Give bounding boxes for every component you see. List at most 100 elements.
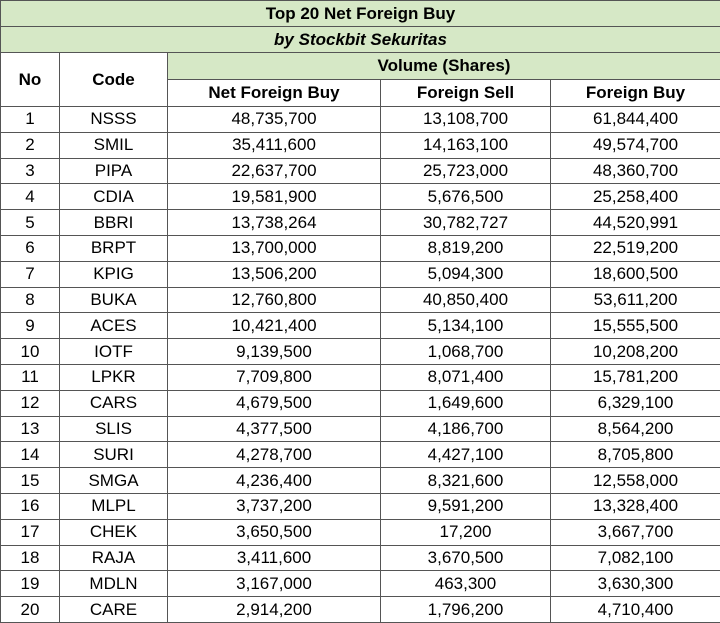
cell-no: 13 <box>1 416 60 442</box>
cell-no: 15 <box>1 468 60 494</box>
cell-foreign-buy: 44,520,991 <box>551 210 720 236</box>
cell-net-foreign-buy: 4,278,700 <box>168 442 381 468</box>
cell-foreign-sell: 1,068,700 <box>381 339 551 365</box>
cell-code: IOTF <box>60 339 168 365</box>
cell-code: BBRI <box>60 210 168 236</box>
cell-foreign-buy: 8,705,800 <box>551 442 720 468</box>
cell-foreign-sell: 13,108,700 <box>381 107 551 133</box>
cell-foreign-buy: 15,781,200 <box>551 364 720 390</box>
cell-no: 16 <box>1 493 60 519</box>
cell-foreign-sell: 30,782,727 <box>381 210 551 236</box>
cell-code: SURI <box>60 442 168 468</box>
cell-code: KPIG <box>60 261 168 287</box>
cell-foreign-buy: 48,360,700 <box>551 158 720 184</box>
cell-foreign-buy: 7,082,100 <box>551 545 720 571</box>
cell-net-foreign-buy: 12,760,800 <box>168 287 381 313</box>
cell-code: LPKR <box>60 364 168 390</box>
cell-net-foreign-buy: 3,411,600 <box>168 545 381 571</box>
cell-foreign-sell: 40,850,400 <box>381 287 551 313</box>
cell-foreign-buy: 3,630,300 <box>551 571 720 597</box>
cell-no: 3 <box>1 158 60 184</box>
header-no: No <box>1 53 60 107</box>
cell-foreign-buy: 15,555,500 <box>551 313 720 339</box>
cell-no: 6 <box>1 235 60 261</box>
cell-foreign-sell: 8,071,400 <box>381 364 551 390</box>
cell-code: BUKA <box>60 287 168 313</box>
cell-foreign-sell: 8,321,600 <box>381 468 551 494</box>
header-net-foreign-buy: Net Foreign Buy <box>168 80 381 107</box>
cell-foreign-sell: 463,300 <box>381 571 551 597</box>
cell-foreign-buy: 49,574,700 <box>551 132 720 158</box>
cell-no: 10 <box>1 339 60 365</box>
cell-net-foreign-buy: 3,737,200 <box>168 493 381 519</box>
cell-foreign-buy: 4,710,400 <box>551 597 720 623</box>
cell-code: NSSS <box>60 107 168 133</box>
cell-net-foreign-buy: 13,506,200 <box>168 261 381 287</box>
cell-code: RAJA <box>60 545 168 571</box>
cell-net-foreign-buy: 13,738,264 <box>168 210 381 236</box>
cell-code: PIPA <box>60 158 168 184</box>
cell-code: MDLN <box>60 571 168 597</box>
cell-foreign-buy: 12,558,000 <box>551 468 720 494</box>
cell-foreign-sell: 17,200 <box>381 519 551 545</box>
cell-no: 11 <box>1 364 60 390</box>
cell-net-foreign-buy: 35,411,600 <box>168 132 381 158</box>
cell-no: 20 <box>1 597 60 623</box>
cell-foreign-buy: 61,844,400 <box>551 107 720 133</box>
cell-foreign-sell: 4,186,700 <box>381 416 551 442</box>
header-volume-group: Volume (Shares) <box>168 53 720 80</box>
cell-net-foreign-buy: 9,139,500 <box>168 339 381 365</box>
cell-foreign-sell: 5,676,500 <box>381 184 551 210</box>
cell-foreign-buy: 13,328,400 <box>551 493 720 519</box>
cell-no: 1 <box>1 107 60 133</box>
cell-no: 9 <box>1 313 60 339</box>
cell-foreign-buy: 10,208,200 <box>551 339 720 365</box>
cell-net-foreign-buy: 2,914,200 <box>168 597 381 623</box>
cell-foreign-buy: 6,329,100 <box>551 390 720 416</box>
cell-foreign-buy: 22,519,200 <box>551 235 720 261</box>
cell-no: 4 <box>1 184 60 210</box>
cell-code: SMIL <box>60 132 168 158</box>
cell-foreign-buy: 3,667,700 <box>551 519 720 545</box>
header-foreign-sell: Foreign Sell <box>381 80 551 107</box>
cell-foreign-sell: 3,670,500 <box>381 545 551 571</box>
cell-foreign-sell: 1,649,600 <box>381 390 551 416</box>
cell-code: MLPL <box>60 493 168 519</box>
cell-net-foreign-buy: 4,377,500 <box>168 416 381 442</box>
cell-no: 7 <box>1 261 60 287</box>
cell-net-foreign-buy: 13,700,000 <box>168 235 381 261</box>
header-foreign-buy: Foreign Buy <box>551 80 720 107</box>
cell-no: 2 <box>1 132 60 158</box>
cell-net-foreign-buy: 4,679,500 <box>168 390 381 416</box>
header-code: Code <box>60 53 168 107</box>
cell-foreign-sell: 1,796,200 <box>381 597 551 623</box>
cell-code: CARE <box>60 597 168 623</box>
cell-net-foreign-buy: 10,421,400 <box>168 313 381 339</box>
cell-code: CHEK <box>60 519 168 545</box>
cell-code: ACES <box>60 313 168 339</box>
cell-foreign-buy: 25,258,400 <box>551 184 720 210</box>
cell-net-foreign-buy: 22,637,700 <box>168 158 381 184</box>
cell-net-foreign-buy: 7,709,800 <box>168 364 381 390</box>
cell-no: 18 <box>1 545 60 571</box>
cell-code: SMGA <box>60 468 168 494</box>
cell-foreign-sell: 14,163,100 <box>381 132 551 158</box>
cell-foreign-buy: 18,600,500 <box>551 261 720 287</box>
cell-foreign-sell: 9,591,200 <box>381 493 551 519</box>
